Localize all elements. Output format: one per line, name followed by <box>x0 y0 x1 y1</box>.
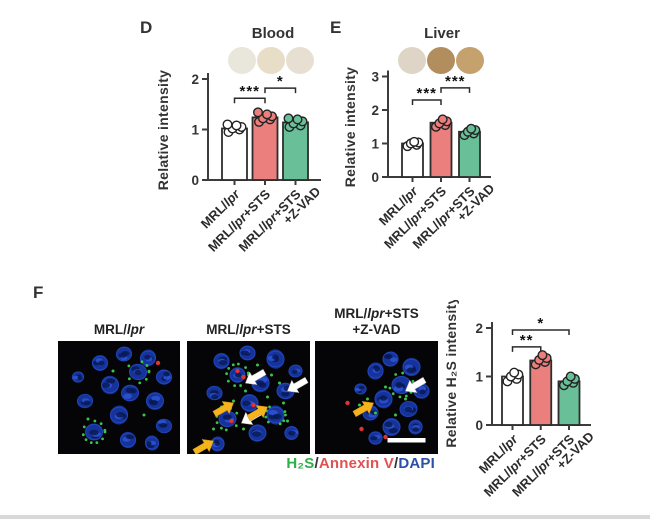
scale-bar <box>387 438 426 443</box>
panel-e-dot-blots <box>398 47 484 74</box>
micrograph-label-mrl-lpr-sts: MRL/lpr+STS <box>206 322 291 337</box>
svg-text:3: 3 <box>371 70 379 85</box>
svg-text:***: *** <box>239 83 260 100</box>
dot-blot <box>427 47 455 74</box>
svg-text:*: * <box>277 73 284 90</box>
dot-blot <box>456 47 484 74</box>
legend-part: DAPI <box>398 455 435 472</box>
legend-part: / <box>314 455 319 472</box>
yellow-arrow-icon <box>246 405 268 421</box>
panel-d-title: Blood <box>251 25 295 42</box>
micrograph-mrl-lpr <box>58 341 180 454</box>
svg-text:2: 2 <box>191 72 199 87</box>
svg-text:2: 2 <box>371 103 379 118</box>
white-arrow-icon <box>287 377 309 393</box>
svg-text:Relative H₂S intensity: Relative H₂S intensity <box>443 300 459 448</box>
svg-text:*: * <box>537 315 544 332</box>
dot-blot <box>286 47 314 74</box>
svg-text:2: 2 <box>475 321 483 336</box>
svg-text:1: 1 <box>191 123 199 138</box>
yellow-arrow-icon <box>352 401 374 417</box>
yellow-arrow-icon <box>192 439 214 454</box>
panel-d-letter: D <box>140 18 153 37</box>
dot-blot <box>257 47 285 74</box>
panel-e-title: Liver <box>424 25 460 42</box>
dot-blot <box>398 47 426 74</box>
white-arrow-icon <box>245 369 267 385</box>
legend-part: Annexin V <box>318 455 394 472</box>
micrograph-mrl-lpr-sts-zvad <box>315 341 438 454</box>
micrograph-label-mrl-lpr-sts-zvad: MRL/lpr+STS +Z-VAD <box>334 306 419 338</box>
svg-text:1: 1 <box>475 370 483 385</box>
svg-text:0: 0 <box>191 173 199 188</box>
legend-part: / <box>393 455 399 472</box>
micrograph-mrl-lpr-sts <box>187 341 310 454</box>
white-arrow-icon <box>405 377 427 393</box>
svg-text:0: 0 <box>475 418 483 433</box>
svg-text:***: *** <box>445 73 466 90</box>
svg-text:Relative intensity: Relative intensity <box>342 67 358 188</box>
panel-e-letter: E <box>330 18 342 37</box>
svg-text:***: *** <box>416 85 437 102</box>
svg-text:Relative intensity: Relative intensity <box>155 70 171 191</box>
page-bottom-edge <box>0 515 650 519</box>
svg-text:**: ** <box>520 332 534 349</box>
stain-legend: H₂S/Annexin V/DAPI <box>245 455 435 472</box>
yellow-arrow-icon <box>212 401 234 417</box>
legend-part: H₂S <box>286 455 315 472</box>
dot-blot <box>228 47 256 74</box>
svg-text:0: 0 <box>371 170 379 185</box>
panel-d-dot-blots <box>228 47 314 74</box>
panel-f-letter: F <box>33 283 44 302</box>
svg-text:1: 1 <box>371 137 379 152</box>
micrograph-label-mrl-lpr: MRL/lpr <box>93 322 145 337</box>
